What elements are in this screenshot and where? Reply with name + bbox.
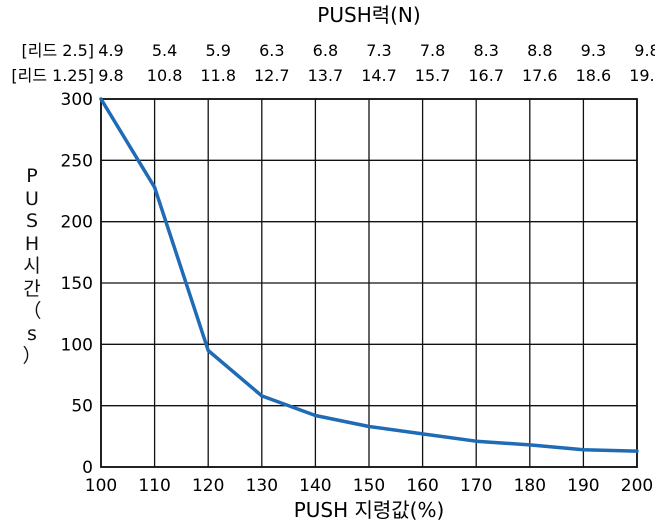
top-scale-value: 7.3	[366, 41, 391, 60]
data-point	[367, 424, 371, 429]
data-point	[206, 348, 210, 353]
top-scales: [리드 2.5] 4.9 5.4 5.9 6.3 6.8 7.3 7.8 8.3 8.8 9.3 9.…	[11, 41, 655, 85]
top-scale-value: 11.8	[200, 66, 236, 85]
x-tick-label: 180	[514, 476, 546, 496]
grid	[100, 98, 638, 468]
x-tick-label: 200	[621, 476, 653, 496]
data-point	[260, 394, 264, 398]
x-tick-label: 160	[406, 476, 438, 496]
y-tick-labels: 0 50 100 150 200 250 300	[61, 90, 93, 478]
top-scale-value: 9.3	[581, 41, 606, 60]
top-scale-value: 12.7	[254, 66, 290, 85]
top-scale-value: 16.7	[468, 66, 504, 85]
x-tick-labels: 100 110 120 130 140 150 160 170 180 190 200	[85, 476, 653, 496]
top-scale-value: 19.6	[629, 66, 655, 85]
top-scale-value: 7.8	[420, 41, 445, 60]
y-axis-label-char: 간	[23, 277, 41, 300]
top-scale-value: 9.8	[634, 41, 655, 60]
data-point	[474, 439, 478, 443]
data-point	[528, 443, 532, 447]
series-group	[99, 97, 639, 453]
y-tick-label: 300	[61, 90, 93, 110]
y-tick-label: 0	[82, 458, 93, 478]
chart-title: PUSH력(N)	[317, 3, 420, 27]
y-axis-label-char: S	[25, 210, 39, 232]
x-tick-label: 130	[246, 476, 278, 496]
x-axis-label: PUSH 지령값(%)	[294, 498, 445, 522]
y-axis-label-char: P	[26, 165, 38, 187]
x-tick-label: 190	[567, 476, 599, 496]
data-point	[153, 185, 157, 189]
top-scale-row-label: [리드 1.25]	[11, 66, 94, 85]
data-point	[99, 97, 103, 101]
x-tick-label: 100	[85, 476, 117, 496]
x-tick-label: 140	[299, 476, 331, 496]
y-tick-label: 50	[71, 397, 93, 417]
x-tick-label: 170	[460, 476, 492, 496]
top-scale-value: 6.8	[313, 41, 338, 60]
x-tick-label: 120	[192, 476, 224, 496]
y-tick-label: 250	[61, 151, 93, 171]
top-scale-value: 15.7	[415, 66, 451, 85]
top-scale-value: 17.6	[522, 66, 558, 85]
y-axis-label-char: H	[24, 232, 40, 255]
data-point	[421, 432, 425, 436]
top-scale-value: 5.9	[205, 41, 230, 60]
top-scale-row-label: [리드 2.5]	[22, 41, 94, 60]
y-axis-label-char: s	[27, 322, 37, 345]
data-point	[581, 448, 586, 452]
top-scale-value: 6.3	[259, 41, 284, 60]
y-tick-label: 150	[61, 274, 93, 294]
top-scale-value: 8.8	[527, 41, 552, 60]
top-scale-value: 8.3	[473, 41, 498, 60]
plot-frame	[100, 98, 638, 468]
x-tick-label: 110	[138, 476, 170, 496]
y-axis-label-char: U	[25, 187, 39, 210]
top-scale-value: 4.9	[98, 41, 123, 60]
top-scale-value: 5.4	[152, 41, 177, 60]
data-point	[313, 413, 317, 418]
y-axis-label-char: （	[22, 300, 42, 322]
data-point	[635, 449, 639, 453]
y-axis-label: P U S H 시 간 （s）	[22, 165, 42, 368]
y-tick-label: 100	[61, 335, 93, 355]
y-tick-label: 200	[61, 213, 93, 233]
top-scale-value: 14.7	[361, 66, 397, 85]
y-axis-label-char: 시	[23, 255, 41, 277]
x-tick-label: 150	[353, 476, 385, 496]
top-scale-value: 18.6	[576, 66, 612, 85]
top-scale-value: 10.8	[147, 66, 183, 85]
top-scale-value: 13.7	[308, 66, 344, 85]
y-axis-label-char: ）	[22, 345, 42, 367]
top-scale-value: 9.8	[98, 66, 123, 85]
